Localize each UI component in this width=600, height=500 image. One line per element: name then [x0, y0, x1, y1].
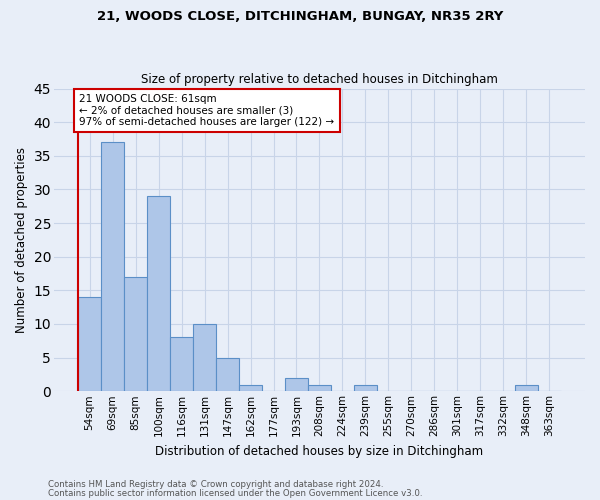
Text: 21, WOODS CLOSE, DITCHINGHAM, BUNGAY, NR35 2RY: 21, WOODS CLOSE, DITCHINGHAM, BUNGAY, NR…	[97, 10, 503, 23]
Title: Size of property relative to detached houses in Ditchingham: Size of property relative to detached ho…	[141, 73, 498, 86]
Bar	[216, 358, 239, 392]
Bar	[239, 384, 262, 392]
Bar	[101, 142, 124, 392]
Bar	[78, 297, 101, 392]
Bar	[285, 378, 308, 392]
Bar	[170, 338, 193, 392]
Y-axis label: Number of detached properties: Number of detached properties	[15, 147, 28, 333]
Text: Contains HM Land Registry data © Crown copyright and database right 2024.: Contains HM Land Registry data © Crown c…	[48, 480, 383, 489]
Bar	[193, 324, 216, 392]
Bar	[147, 196, 170, 392]
Text: Contains public sector information licensed under the Open Government Licence v3: Contains public sector information licen…	[48, 489, 422, 498]
Bar	[515, 384, 538, 392]
X-axis label: Distribution of detached houses by size in Ditchingham: Distribution of detached houses by size …	[155, 444, 484, 458]
Bar	[354, 384, 377, 392]
Bar	[124, 277, 147, 392]
Bar	[308, 384, 331, 392]
Text: 21 WOODS CLOSE: 61sqm
← 2% of detached houses are smaller (3)
97% of semi-detach: 21 WOODS CLOSE: 61sqm ← 2% of detached h…	[79, 94, 334, 127]
